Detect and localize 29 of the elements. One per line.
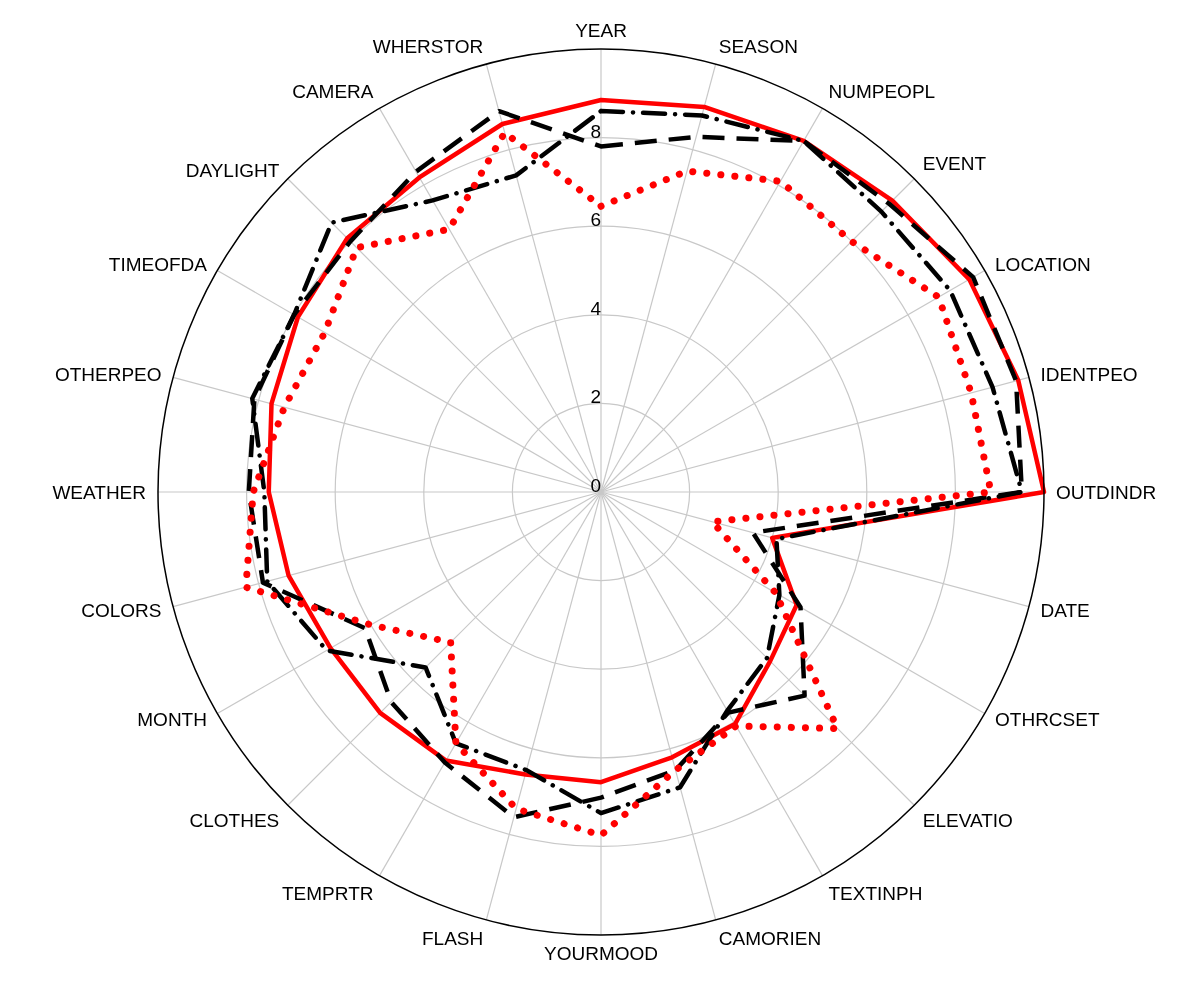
y-tick-label: 4 (590, 297, 602, 319)
spoke-label: TEMPRTR (282, 882, 374, 904)
spoke-label: ELEVATIO (922, 810, 1013, 832)
y-tick-label: 6 (590, 209, 601, 231)
spoke-label: OTHERPEO (54, 363, 162, 385)
spoke-label: LOCATION (995, 254, 1091, 276)
spoke-label: WEATHER (52, 481, 146, 503)
spoke-label: NUMPEOPL (828, 80, 936, 102)
y-tick-label: 8 (590, 120, 601, 142)
spoke-label: CAMERA (292, 80, 374, 102)
spoke-label: OUTDINDR (1056, 481, 1157, 503)
spoke-label: DATE (1040, 599, 1090, 621)
spoke-label: FLASH (421, 927, 484, 949)
spoke-label: YOURMOOD (544, 943, 658, 965)
spoke-label: YEAR (575, 20, 627, 41)
spoke-label: COLORS (81, 599, 162, 621)
spoke-label: MONTH (137, 709, 207, 731)
y-tick-label: 2 (590, 386, 601, 408)
spoke-label: EVENT (922, 153, 987, 175)
spoke-label: TEXTINPH (828, 882, 923, 904)
y-tick-label: 0 (590, 475, 601, 496)
spoke-label: SEASON (718, 35, 798, 57)
spoke-label: TIMEOFDA (108, 254, 208, 276)
spoke-label: CLOTHES (189, 810, 280, 832)
spoke-label: WHERSTOR (372, 35, 484, 57)
spoke-label: DAYLIGHT (185, 160, 280, 182)
spoke-label: IDENTPEO (1040, 363, 1138, 385)
spoke-label: OTHRCSET (995, 709, 1100, 731)
spoke-label: CAMORIEN (718, 927, 822, 949)
